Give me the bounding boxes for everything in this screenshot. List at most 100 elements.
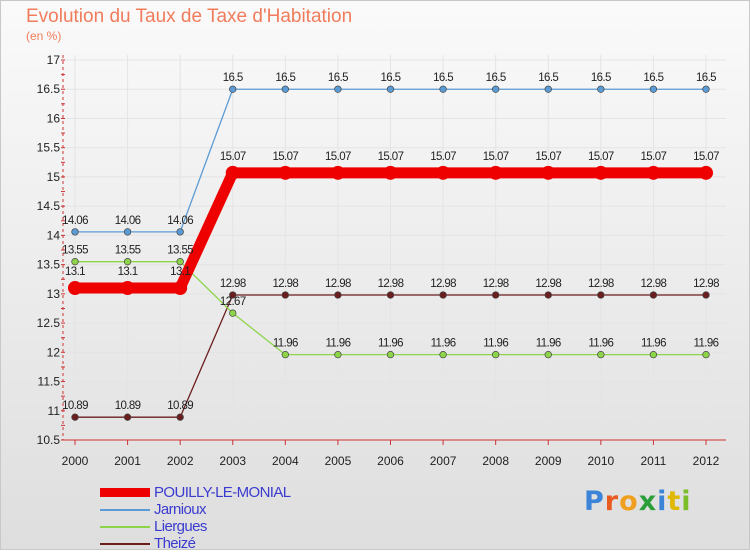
data-label: 10.89 [167, 400, 193, 412]
data-point [488, 165, 503, 180]
data-point [436, 165, 451, 180]
data-point [593, 165, 608, 180]
y-tick-label: 16 [47, 111, 61, 125]
data-point [229, 291, 237, 299]
data-point [597, 85, 605, 93]
data-point [334, 350, 342, 359]
data-label: 13.1 [118, 266, 138, 278]
data-label: 10.89 [62, 400, 88, 412]
data-label: 16.5 [591, 72, 611, 84]
x-tick-label: 2006 [377, 454, 404, 468]
data-label: 12.98 [325, 278, 351, 290]
data-label: 16.5 [275, 72, 295, 84]
logo-letter: r [604, 486, 620, 517]
data-point [439, 85, 447, 93]
data-label: 12.98 [641, 278, 667, 290]
y-tick-label: 17 [47, 53, 61, 67]
data-point [334, 291, 342, 299]
data-label: 16.5 [643, 72, 663, 84]
data-point [330, 165, 345, 180]
data-point [173, 281, 188, 295]
data-label: 16.5 [538, 72, 558, 84]
y-tick-label: 13.5 [37, 258, 61, 272]
x-tick-label: 2004 [272, 454, 299, 468]
y-tick-label: 16.5 [37, 82, 61, 96]
data-point [702, 291, 710, 299]
x-tick-label: 2012 [693, 454, 720, 468]
data-label: 15.07 [378, 151, 404, 163]
data-label: 11.96 [588, 338, 613, 350]
data-label: 11.96 [431, 338, 456, 350]
legend-swatch [100, 542, 150, 545]
data-point [702, 85, 710, 93]
x-tick-label: 2007 [430, 454, 457, 468]
data-label: 16.5 [223, 72, 243, 84]
logo-letter: i [657, 486, 668, 517]
y-tick-label: 15.5 [37, 141, 61, 155]
data-point [649, 350, 658, 359]
data-point [544, 85, 552, 93]
grid-lines [63, 55, 726, 441]
data-label: 11.96 [378, 338, 403, 350]
data-label: 15.07 [588, 151, 614, 163]
y-tick-label: 11.5 [38, 375, 61, 389]
data-point [225, 165, 240, 180]
data-labels: 13.1 13.1 13.1 15.07 15.07 15.07 15.07 15.07 15.… [62, 72, 720, 412]
legend-label: Theizé [154, 535, 196, 552]
data-label: 15.07 [272, 151, 298, 163]
data-label: 15.07 [693, 151, 719, 163]
data-label: 16.5 [696, 72, 716, 84]
data-label: 11.96 [325, 338, 350, 350]
data-point [541, 165, 556, 180]
legend-label: Liergues [154, 518, 207, 535]
x-tick-label: 2000 [62, 454, 89, 468]
data-label: 12.98 [430, 278, 456, 290]
legend-label: POUILLY-LE-MONIAL [154, 484, 291, 501]
data-label: 13.55 [167, 245, 193, 257]
x-tick-label: 2009 [535, 454, 562, 468]
y-tick-label: 11 [48, 404, 61, 418]
data-label: 13.55 [62, 245, 88, 257]
data-label: 12.98 [220, 278, 246, 290]
logo-letter: t [667, 486, 682, 517]
data-label: 11.96 [641, 338, 666, 350]
data-label: 14.06 [167, 215, 193, 227]
data-label: 16.5 [381, 72, 401, 84]
data-point [383, 165, 398, 180]
data-point [281, 291, 289, 299]
data-point [492, 291, 500, 299]
legend-item: Theizé [100, 535, 291, 552]
data-point [386, 291, 395, 299]
x-tick-label: 2011 [641, 454, 667, 468]
data-label: 15.07 [535, 151, 561, 163]
data-label: 11.96 [273, 338, 298, 350]
data-label: 12.98 [483, 278, 509, 290]
data-point [544, 350, 552, 359]
data-point [229, 85, 237, 93]
y-tick-label: 13 [47, 287, 61, 301]
data-point [281, 85, 289, 93]
data-point [386, 85, 395, 93]
data-point [68, 281, 82, 295]
data-point [544, 291, 552, 299]
data-label: 14.06 [115, 215, 141, 227]
chart-title: Evolution du Taux de Taxe d'Habitation [26, 6, 353, 27]
data-point [71, 413, 79, 421]
data-label: 10.89 [115, 400, 141, 412]
x-tick-label: 2003 [219, 454, 246, 468]
chart-unit: (en %) [26, 29, 62, 43]
data-label: 15.07 [483, 151, 509, 163]
data-point [699, 165, 713, 180]
data-label: 16.5 [486, 72, 506, 84]
data-point [229, 309, 237, 317]
legend-swatch [100, 525, 150, 528]
data-label: 12.98 [588, 278, 614, 290]
data-label: 11.96 [694, 338, 719, 350]
data-point [278, 165, 293, 180]
data-label: 11.96 [483, 338, 508, 350]
y-tick-label: 14 [47, 228, 61, 242]
data-label: 16.5 [433, 72, 453, 84]
axes: 10.5 11 11.5 12 12.5 13 13.5 14 14.5 15 15.5 16 16.5… [37, 53, 726, 468]
